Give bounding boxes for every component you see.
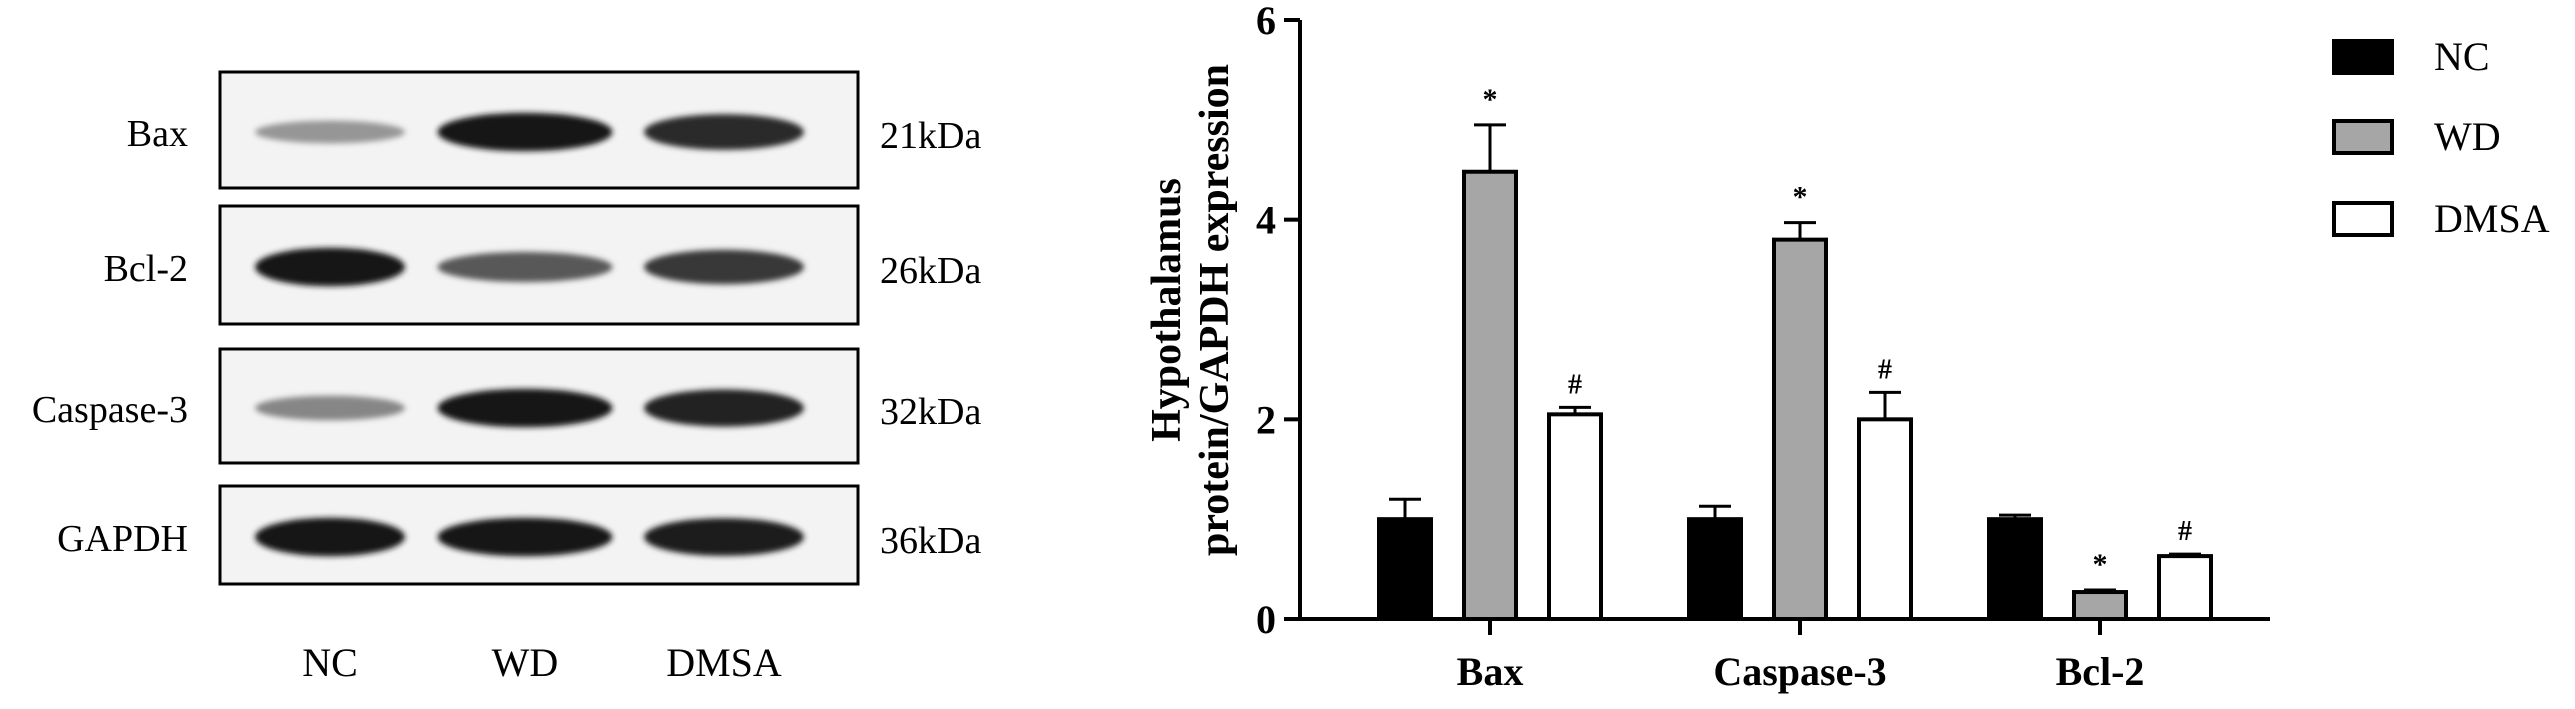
blot-band (437, 112, 613, 152)
bar-nc (1687, 517, 1743, 622)
bar-wd (1462, 169, 1518, 621)
x-tick-label: Bcl-2 (2056, 649, 2145, 694)
x-tick-label: Bax (1457, 649, 1524, 694)
x-tick-label: Caspase-3 (1713, 649, 1886, 694)
bar-wd (2072, 590, 2128, 621)
blot-protein-label: GAPDH (57, 518, 188, 560)
y-axis-label-line: protein/GAPDH expression (1192, 64, 1238, 556)
significance-mark: * (2093, 548, 2108, 581)
bar-dmsa (1857, 417, 1913, 622)
blot-band (644, 249, 804, 285)
bar-nc (1377, 517, 1433, 622)
bar-nc (1987, 517, 2043, 622)
blot-lane-label: NC (302, 640, 358, 685)
blot-band (644, 114, 804, 150)
blot-size-label: 32kDa (880, 391, 981, 433)
significance-mark: # (1568, 369, 1582, 400)
blot-band (255, 517, 405, 557)
significance-mark: * (1483, 83, 1498, 116)
y-tick-label: 0 (1256, 597, 1276, 642)
significance-mark: # (2178, 516, 2192, 547)
legend-label: WD (2434, 114, 2501, 159)
blot-band (255, 120, 405, 144)
blot-band (437, 251, 613, 283)
y-axis-label-line: Hypothalamus (1144, 178, 1190, 442)
blot-protein-label: Caspase-3 (32, 389, 188, 431)
blot-size-label: 21kDa (880, 115, 981, 157)
y-tick-label: 2 (1256, 397, 1276, 442)
blot-protein-label: Bcl-2 (104, 248, 188, 290)
blot-protein-label: Bax (127, 113, 188, 155)
y-tick-label: 4 (1256, 198, 1276, 243)
legend-label: DMSA (2434, 196, 2550, 241)
legend-swatch-dmsa (2332, 201, 2394, 237)
y-tick-label: 6 (1256, 0, 1276, 43)
blot-band (644, 389, 804, 427)
blot-band (644, 518, 804, 556)
y-axis-label: Hypothalamusprotein/GAPDH expression (1144, 64, 1238, 556)
legend-swatch-nc (2332, 39, 2394, 75)
bar-dmsa (1547, 412, 1603, 622)
western-blot-panel: Bax 21kDa Bcl-2 26kDa Caspase-3 32kDa GAPDH 36k… (32, 70, 981, 685)
blot-band (437, 388, 613, 428)
blot-lane-label: WD (492, 640, 559, 685)
significance-mark: * (1793, 181, 1808, 214)
legend-swatch-wd (2332, 119, 2394, 155)
blot-size-label: 26kDa (880, 250, 981, 292)
blot-size-label: 36kDa (880, 520, 981, 562)
blot-band (255, 395, 405, 421)
bar-wd (1772, 237, 1828, 621)
blot-band (437, 517, 613, 557)
blot-band (255, 247, 405, 287)
legend-label: NC (2434, 34, 2490, 79)
blot-lane-label: DMSA (666, 640, 782, 685)
bar-dmsa (2157, 554, 2213, 621)
significance-mark: # (1878, 354, 1892, 385)
bar-chart-panel: Hypothalamusprotein/GAPDH expression 0 2 4 6… (1144, 0, 2550, 694)
